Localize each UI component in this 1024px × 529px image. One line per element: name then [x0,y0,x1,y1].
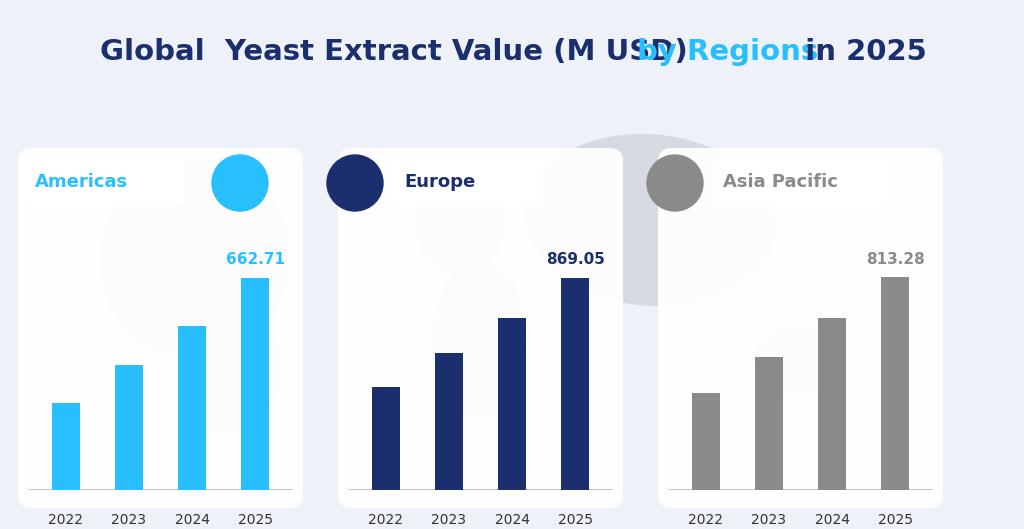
FancyBboxPatch shape [18,148,303,508]
Text: 2024: 2024 [174,513,210,527]
Bar [435,353,463,490]
Bar [498,317,526,490]
FancyBboxPatch shape [338,148,623,508]
Text: 869.05: 869.05 [546,252,604,267]
Ellipse shape [415,165,505,275]
Ellipse shape [755,325,845,395]
Ellipse shape [525,134,775,305]
Ellipse shape [180,305,281,435]
Bar [881,278,909,490]
Bar [372,387,400,490]
Text: 2023: 2023 [112,513,146,527]
Ellipse shape [432,260,527,420]
Text: 2024: 2024 [814,513,850,527]
Circle shape [327,155,383,211]
Bar [241,278,269,490]
Circle shape [647,155,703,211]
Text: 2025: 2025 [558,513,593,527]
Bar [755,357,783,490]
Text: 2024: 2024 [495,513,529,527]
Text: 2022: 2022 [688,513,723,527]
FancyBboxPatch shape [393,158,543,206]
Bar [178,326,206,490]
Text: by Regions: by Regions [637,38,818,66]
Text: 2023: 2023 [752,513,786,527]
Text: in 2025: in 2025 [795,38,927,66]
Text: 2025: 2025 [878,513,912,527]
Text: 662.71: 662.71 [225,252,285,267]
Text: 2022: 2022 [48,513,83,527]
Text: Americas: Americas [35,173,128,191]
Text: 2025: 2025 [238,513,272,527]
Text: Asia Pacific: Asia Pacific [723,173,838,191]
FancyBboxPatch shape [25,158,185,206]
Bar [115,365,143,490]
FancyBboxPatch shape [713,158,893,206]
Text: Global  Yeast Extract Value (M USD): Global Yeast Extract Value (M USD) [100,38,698,66]
Bar [691,394,720,490]
Circle shape [212,155,268,211]
Text: 813.28: 813.28 [865,252,925,267]
Bar [51,404,80,490]
Bar [561,278,590,490]
Text: Europe: Europe [404,173,475,191]
Ellipse shape [100,160,290,360]
Text: 2022: 2022 [369,513,403,527]
Bar [818,317,846,490]
Text: 2023: 2023 [431,513,467,527]
FancyBboxPatch shape [658,148,943,508]
